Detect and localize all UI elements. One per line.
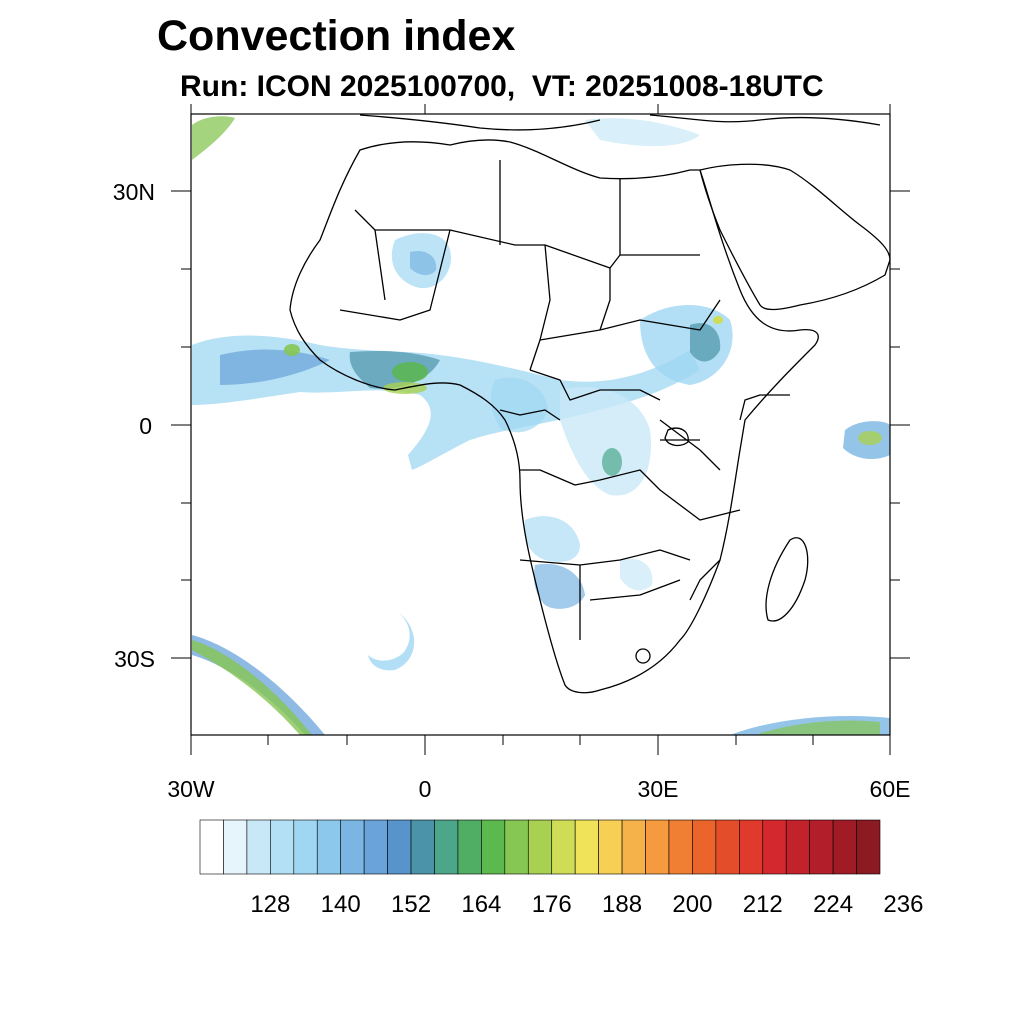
- colorbar-swatch: [223, 819, 248, 875]
- colorbar-swatch: [504, 819, 529, 875]
- colorbar-label: 152: [391, 891, 431, 918]
- lat-label-30s: 30S: [114, 646, 155, 672]
- map-title: Convection index: [157, 12, 516, 60]
- axis-ticks: [171, 104, 910, 755]
- colorbar-swatch: [739, 819, 764, 875]
- colorbar-label: 176: [532, 891, 572, 918]
- convection-field: [192, 116, 890, 735]
- colorbar-label: 224: [813, 891, 853, 918]
- lon-label-30w: 30W: [167, 776, 215, 802]
- colorbar-swatch: [481, 819, 506, 875]
- colorbar-swatch: [527, 819, 553, 875]
- colorbar-swatch: [692, 819, 717, 875]
- map-frame: [190, 113, 891, 736]
- colorbar-swatch: [316, 819, 341, 875]
- colorbar-label: 188: [602, 891, 642, 918]
- colorbar-swatch: [668, 819, 693, 875]
- colorbar-label: 200: [672, 891, 712, 918]
- colorbar-swatch: [363, 819, 388, 875]
- colorbar-swatch: [785, 819, 810, 875]
- colorbar-swatch: [598, 819, 623, 875]
- map-subtitle: Run: ICON 2025100700, VT: 20251008-18UTC: [180, 70, 824, 103]
- colorbar-swatch: [270, 819, 295, 875]
- colorbar-swatch: [715, 819, 740, 875]
- colorbar-swatch: [551, 819, 576, 875]
- lon-labels: 30W 0 30E 60E: [167, 776, 910, 802]
- colorbar-swatch: [621, 819, 646, 875]
- colorbar-swatch: [574, 819, 599, 875]
- lon-label-0: 0: [419, 776, 432, 802]
- colorbar-label: 236: [883, 891, 923, 918]
- colorbar-label: 212: [743, 891, 783, 918]
- colorbar-swatch: [410, 819, 435, 875]
- colorbar-swatch: [856, 819, 881, 875]
- colorbar-labels: 128 140 152 164 176 188 200 212 224 236: [250, 891, 923, 918]
- lat-label-30n: 30N: [113, 179, 155, 205]
- colorbar-swatch: [762, 819, 787, 875]
- colorbar-swatch: [809, 819, 834, 875]
- lon-label-30e: 30E: [638, 776, 679, 802]
- coastlines: [289, 114, 891, 694]
- colorbar-swatch: [199, 819, 224, 875]
- colorbar: [199, 819, 881, 875]
- colorbar-swatch: [387, 819, 412, 875]
- colorbar-swatch: [340, 819, 365, 875]
- colorbar-swatch: [645, 819, 670, 875]
- colorbar-swatch: [246, 819, 271, 875]
- lon-label-60e: 60E: [870, 776, 911, 802]
- lat-label-0: 0: [139, 413, 152, 439]
- lat-labels: 30N 0 30S: [113, 179, 155, 672]
- colorbar-swatch: [293, 819, 318, 875]
- colorbar-swatch: [832, 819, 857, 875]
- colorbar-label: 140: [321, 891, 361, 918]
- colorbar-swatch: [457, 819, 482, 875]
- colorbar-label: 128: [250, 891, 290, 918]
- colorbar-label: 164: [461, 891, 501, 918]
- colorbar-swatch: [434, 819, 459, 875]
